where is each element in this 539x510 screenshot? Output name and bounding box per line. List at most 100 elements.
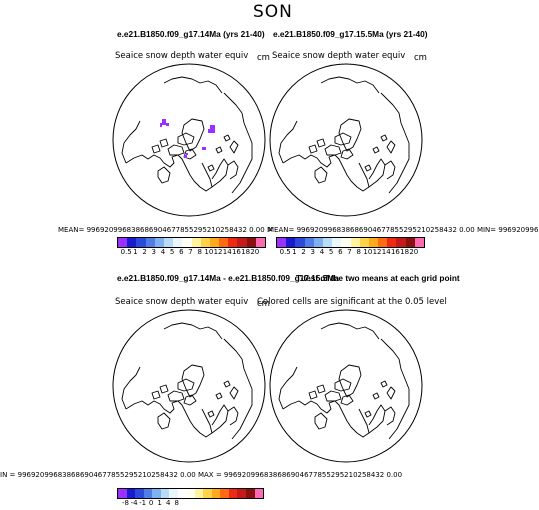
colorbar-swatch [126,489,136,498]
map-top-left [112,63,266,217]
coastline [372,392,380,400]
coastline [151,390,161,400]
coastline [398,358,410,390]
coastline [388,143,410,194]
snow-depth-cell [210,125,215,133]
coastline [398,112,410,144]
colorbar-bottom-ticks: -8 -4 -1 0 1 4 8 [117,499,262,509]
header-left: e.e21.B1850.f09_g17.14Ma (yrs 21-40) [117,29,265,39]
colorbar-tick-label: 8 [197,248,202,256]
colorbar-swatch [118,238,128,247]
colorbar-swatch [127,238,137,247]
colorbar-tick-label: 5 [169,248,175,256]
stats-top-right: MEAN= 9969209968386869046778552952102584… [268,226,539,234]
coastline [229,386,239,400]
snow-depth-cell [160,123,162,127]
colorbar-swatch [304,238,314,247]
colorbar-top-right-ticks: 0.5 1 2 3 4 5 6 7 8 10 12 14 16 18 20 [276,248,423,258]
colorbar-tick-label: 2 [142,248,147,256]
colorbar-tick-label: 3 [310,248,315,256]
coastline [157,412,171,430]
snow-depth-cell [166,123,169,126]
colorbar-swatch [246,238,256,247]
colorbar-swatch [368,238,379,247]
coastline [380,338,400,360]
colorbar-swatch [313,238,323,247]
coastline [157,166,171,184]
coastline [159,138,169,148]
colorbar-tick-label: 0.5 [120,248,132,256]
coastline [384,160,396,180]
colorbar-swatch [163,238,174,247]
colorbar-top-left [117,237,266,248]
coastline [241,112,253,144]
panel-label-top-right: Seaice snow depth water equiv [272,51,406,61]
colorbar-swatch [245,489,255,498]
coastline [380,380,388,388]
coastline [177,378,195,392]
coastline [316,384,326,394]
coastline [388,389,410,440]
colorbar-swatch [295,238,305,247]
header-right: e.e21.B1850.f09_g17.15.5Ma (yrs 21-40) [273,29,428,39]
colorbar-tick-label: 18 [241,248,251,256]
colorbar-swatch [341,238,351,247]
colorbar-swatch [405,238,415,247]
coastline [207,410,215,418]
coastline [368,158,386,188]
header-diff-right: T-test of the two means at each grid poi… [296,273,460,283]
coastline [223,134,231,142]
coastline [314,166,328,184]
coastline [229,140,239,154]
coastline [308,390,318,400]
colorbar-swatch [322,238,333,247]
coastline [231,389,253,440]
colorbar-tick-label: -8 [122,499,129,507]
coastline [163,76,223,94]
colorbar-tick-label: 10 [363,248,373,256]
colorbar-swatch [143,489,153,498]
colorbar-tick-label: 14 [222,248,232,256]
map-boundary-circle [269,63,423,217]
colorbar-swatch [228,489,238,498]
snow-depth-cell [162,119,166,125]
colorbar-top-right [276,237,425,248]
colorbar-tick-label: 20 [409,248,419,256]
colorbar-swatch [219,238,229,247]
snow-depth-cell [202,147,206,150]
colorbar-swatch [203,489,212,498]
panel-label-top-left: Seaice snow depth water equiv [115,51,249,61]
colorbar-swatch [118,489,127,498]
snow-depth-cell [186,153,188,155]
colorbar-swatch [277,238,287,247]
coastline [151,144,161,154]
colorbar-top-left-ticks: 0.5 1 2 3 4 5 6 7 8 10 12 14 16 18 20 [117,248,264,258]
coastline [211,158,229,188]
colorbar-tick-label: -1 [139,499,147,507]
coastline [338,364,362,398]
coastline [211,404,229,434]
coastline [181,364,205,398]
stats-bottom: IN = 99692099683868690467785529521025843… [0,471,403,479]
coastline [207,164,215,172]
colorbar-swatch [177,489,187,498]
coastline [340,394,354,406]
colorbar-swatch [286,238,296,247]
coastline [159,384,169,394]
snow-depth-cell [184,155,187,158]
coastline [308,144,318,154]
colorbar-swatch [191,238,201,247]
colorbar-tick-label: 7 [188,248,193,256]
coastline [368,404,386,434]
map-boundary-circle [269,309,423,463]
coastline [278,120,298,164]
map-top-right [269,63,423,217]
colorbar-swatch [414,238,424,247]
coastline [334,378,352,392]
colorbar-tick-label: 16 [231,248,241,256]
coastline [278,366,298,410]
coastline [334,132,352,146]
map-bottom-right [269,309,423,463]
unit-top-left: cm [257,53,270,63]
coastline [223,338,243,360]
